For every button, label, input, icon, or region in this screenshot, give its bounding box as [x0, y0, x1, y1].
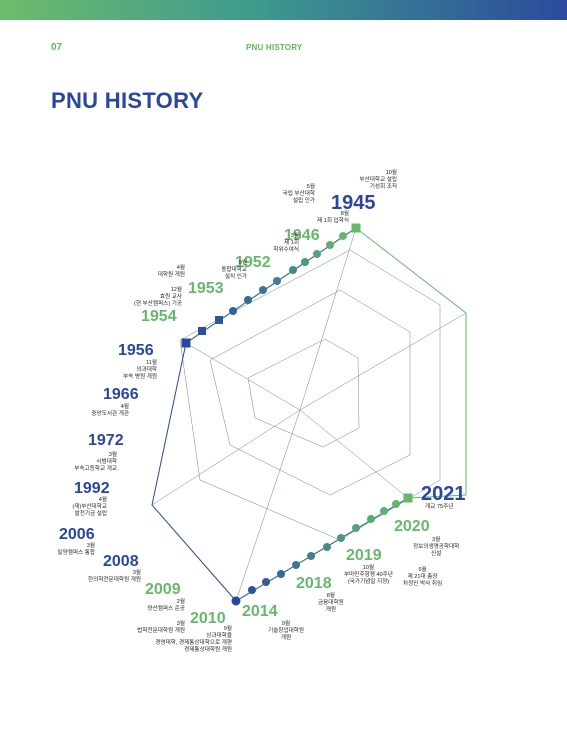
timeline-markers-lower: [231, 493, 413, 606]
page-title: PNU HISTORY: [51, 88, 204, 113]
marker: [248, 586, 256, 594]
marker: [392, 500, 400, 508]
event-1954: 12월 효원 교사 (현 부산캠퍼스) 기공: [133, 287, 182, 307]
marker-1945: [351, 223, 361, 233]
event-2006: 3월 밀양캠퍼스 통합: [57, 543, 95, 556]
top-gradient-bar: [0, 0, 567, 20]
radar-ring-middle: [209, 289, 411, 496]
event-2020: 3월 정보의생명공학대학 신설: [413, 537, 460, 557]
marker: [215, 316, 223, 324]
event-2018: 8월 금융대학원 개원: [318, 593, 344, 613]
year-1954: 1954: [141, 308, 177, 325]
year-2020: 2020: [394, 518, 430, 535]
year-1945: 1945: [331, 192, 376, 214]
year-2018: 2018: [296, 575, 332, 592]
marker-2010: [231, 596, 241, 606]
running-head: PNU HISTORY: [246, 43, 303, 52]
event-2014: 9월 기술창업대학원 개원: [268, 621, 305, 641]
year-1992: 1992: [74, 480, 110, 497]
marker: [326, 241, 334, 249]
marker: [198, 327, 206, 335]
year-2014: 2014: [242, 603, 278, 620]
page-number: 07: [51, 42, 63, 53]
year-1946: 1946: [284, 227, 320, 244]
marker-2021: [403, 493, 413, 503]
marker: [313, 250, 321, 258]
marker: [323, 543, 331, 551]
year-2009: 2009: [145, 581, 181, 598]
year-1952: 1952: [235, 254, 271, 271]
year-2006: 2006: [59, 526, 95, 543]
marker: [367, 515, 375, 523]
event-1953: 4월 대학원 개원: [157, 265, 185, 278]
timeline-markers-upper: [181, 223, 361, 348]
marker: [339, 232, 347, 240]
event-1952: 9월 종합대학교 설치 인가: [221, 260, 247, 280]
year-1966: 1966: [103, 386, 139, 403]
radar-ring-inner: [247, 338, 360, 448]
year-2019: 2019: [346, 547, 382, 564]
marker: [352, 524, 360, 532]
radar-spoke: [235, 409, 301, 602]
event-1945-extra: 5월 국립 부산대학 설립 인가: [282, 184, 315, 204]
year-2010: 2010: [190, 610, 226, 627]
event-2008: 3월 한의학전문대학원 개원: [87, 570, 141, 583]
outer-line-green: [355, 227, 467, 499]
event-2019-extra: 5월 제 21대 총장 차정인 박사 취임: [403, 567, 443, 587]
event-2019: 10월 부마민주항쟁 40주년 (국가기념일 지정): [344, 565, 393, 585]
marker: [307, 552, 315, 560]
radar-web: [151, 227, 467, 602]
marker: [277, 570, 285, 578]
outer-line-blue: [151, 342, 237, 602]
event-1946: 8월 제 1회 입학식: [317, 211, 349, 224]
radar-spoke: [299, 227, 357, 411]
event-1966: 4월 중앙도서관 개관: [91, 404, 129, 417]
year-1953: 1953: [188, 280, 224, 297]
marker: [289, 266, 297, 274]
event-1972: 3월 사범대학 부속고등학교 개교: [74, 452, 117, 472]
marker: [273, 277, 281, 285]
marker: [229, 307, 237, 315]
marker: [244, 296, 252, 304]
event-2021: 개교 75주년: [425, 504, 454, 510]
event-1945: 10월 부산대학교 설립 기성회 조직: [359, 170, 397, 190]
marker: [301, 258, 309, 266]
marker: [380, 507, 388, 515]
marker: [259, 286, 267, 294]
event-1946-extra: 3월 제 1회 학위수여식: [273, 233, 299, 253]
year-1972: 1972: [88, 432, 124, 449]
radar-spoke: [299, 312, 467, 411]
year-2008: 2008: [103, 553, 139, 570]
event-2010: 9월 상과대학을 경영대학, 경제통상대학으로 개편 경제통상대학원 개원: [155, 626, 232, 653]
year-2021: 2021: [421, 483, 466, 505]
marker: [337, 534, 345, 542]
radar-spoke: [185, 342, 301, 411]
marker-1954: [181, 338, 191, 348]
year-1956: 1956: [118, 342, 154, 359]
event-2009-extra: 3월 법학전문대학원 개원: [137, 621, 185, 634]
radar-spoke: [299, 409, 409, 499]
event-1956: 11월 의과대학 부속 병원 개원: [123, 360, 157, 380]
marker: [262, 578, 270, 586]
event-2009: 2월 양산캠퍼스 준공: [147, 599, 185, 612]
radar-spoke: [151, 409, 301, 506]
marker: [292, 561, 300, 569]
event-1992: 4월 (재)부산대학교 발전기금 설립: [72, 497, 107, 517]
